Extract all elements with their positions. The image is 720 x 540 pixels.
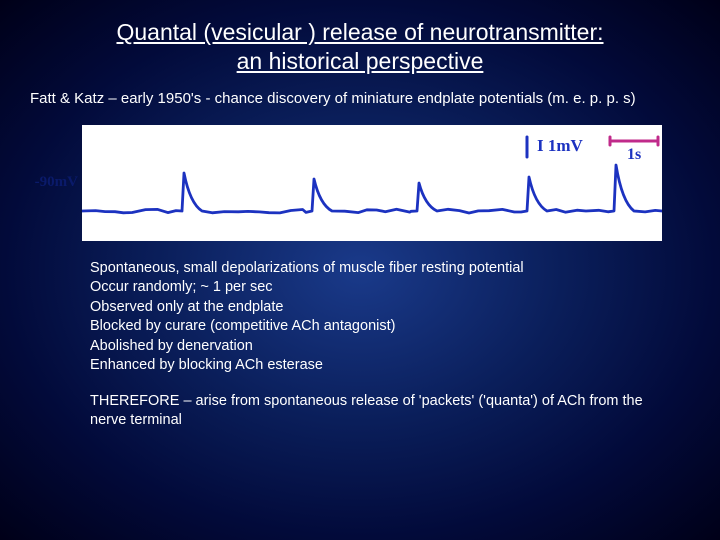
trace-svg: I 1mV 1s [82,125,662,241]
bullet-item: Abolished by denervation [90,337,690,357]
bullet-list: Spontaneous, small depolarizations of mu… [90,259,690,376]
bullet-item: Occur randomly; ~ 1 per sec [90,278,690,298]
bullet-item: Spontaneous, small depolarizations of mu… [90,259,690,279]
conclusion: THEREFORE – arise from spontaneous relea… [90,392,690,431]
title-line-1: Quantal (vesicular ) release of neurotra… [116,19,603,45]
slide-title: Quantal (vesicular ) release of neurotra… [30,18,690,76]
bullet-item: Enhanced by blocking ACh esterase [90,356,690,376]
voltage-label: -90mV [30,174,82,191]
svg-text:I 1mV: I 1mV [537,136,584,155]
title-line-2: an historical perspective [237,48,484,74]
subtitle: Fatt & Katz – early 1950's - chance disc… [30,90,690,107]
trace-box: I 1mV 1s [82,125,662,241]
bullet-item: Blocked by curare (competitive ACh antag… [90,317,690,337]
svg-text:1s: 1s [627,146,641,163]
trace-figure: -90mV I 1mV 1s [30,125,690,241]
bullet-item: Observed only at the endplate [90,298,690,318]
